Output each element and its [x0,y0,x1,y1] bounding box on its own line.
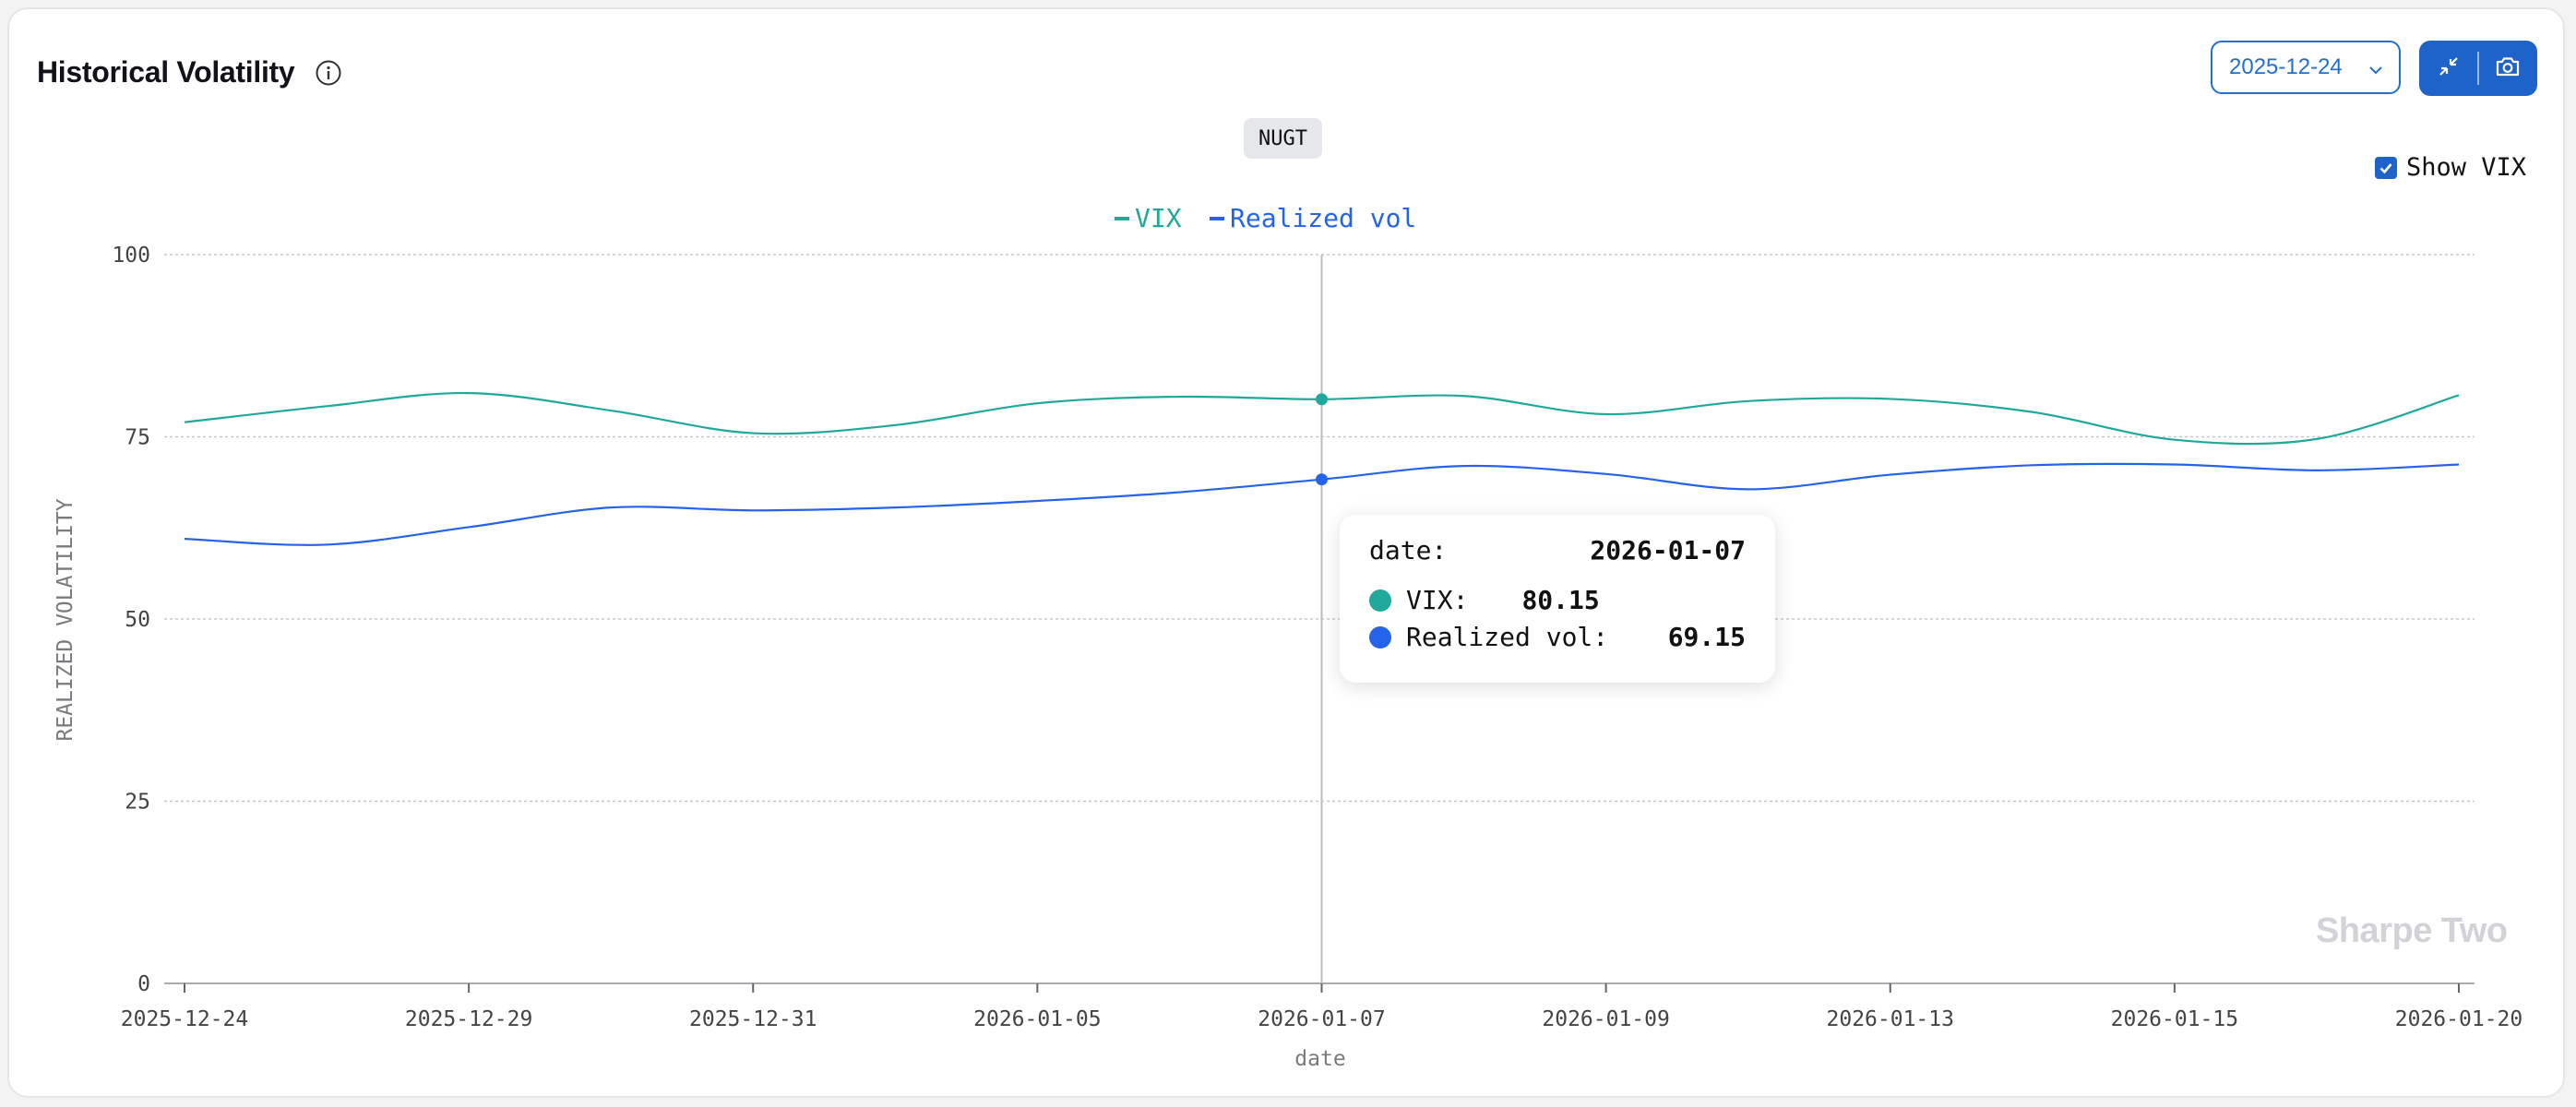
x-axis-label: date [1294,1047,1345,1071]
chart-card: Historical Volatility 2025-12-24 [7,7,2565,1098]
watermark-logo: Sharpe Two [2316,911,2508,950]
tooltip-date-label: date: [1369,535,1448,565]
tooltip-date-value: 2026-01-07 [1590,535,1746,565]
x-tick-label: 2025-12-29 [405,1007,532,1031]
screenshot-button[interactable] [2479,41,2537,96]
show-vix-label: Show VIX [2406,153,2527,182]
y-tick-label: 25 [125,791,150,815]
y-tick-label: 100 [112,244,150,268]
tooltip-vix-row: VIX: 80.15 [1369,585,1600,615]
y-tick-label: 75 [125,426,150,450]
camera-icon [2495,55,2521,82]
toolbar-divider [2477,52,2479,85]
date-select[interactable]: 2025-12-24 [2211,41,2401,94]
date-select-value: 2025-12-24 [2229,54,2343,79]
toolbar [2419,41,2537,96]
info-icon[interactable] [315,59,342,87]
x-tick-label: 2026-01-15 [2111,1007,2238,1031]
y-axis-label: REALIZED VOLATILITY [54,498,78,741]
show-vix-checkbox[interactable] [2375,156,2397,179]
x-tick-label: 2026-01-13 [1827,1007,1954,1031]
x-tick-label: 2026-01-20 [2395,1007,2522,1031]
tooltip-date-row: date: 2026-01-07 [1369,535,1746,565]
x-tick-label: 2026-01-09 [1542,1007,1669,1031]
tooltip-vix-label: VIX: [1406,585,1469,615]
x-tick-label: 2025-12-24 [121,1007,248,1031]
ticker-badge: NUGT [1244,118,1322,159]
page-title: Historical Volatility [37,55,295,89]
y-tick-label: 50 [125,608,150,632]
y-tick-label: 0 [137,972,150,996]
chevron-down-icon [2367,59,2384,76]
x-tick-label: 2026-01-07 [1258,1007,1385,1031]
minimize-icon [2437,54,2461,83]
x-tick-label: 2026-01-05 [973,1007,1101,1031]
show-vix-toggle[interactable]: Show VIX [2375,153,2526,182]
minimize-button[interactable] [2419,41,2477,96]
realized-dot [1369,625,1391,649]
data-point [1316,393,1328,406]
legend-label[interactable]: Realized vol [1230,203,1416,233]
legend-label[interactable]: VIX [1135,203,1182,233]
x-tick-label: 2025-12-31 [689,1007,817,1031]
hover-tooltip: date: 2026-01-07 VIX: 80.15 Realized vol… [1340,515,1775,683]
data-point [1316,473,1328,486]
vix-dot [1369,589,1391,612]
tooltip-realized-label: Realized vol: [1406,622,1609,652]
tooltip-realized-row: Realized vol: 69.15 [1369,622,1746,652]
tooltip-vix-value: 80.15 [1521,585,1600,615]
header: Historical Volatility [37,55,342,89]
tooltip-realized-value: 69.15 [1667,622,1746,652]
